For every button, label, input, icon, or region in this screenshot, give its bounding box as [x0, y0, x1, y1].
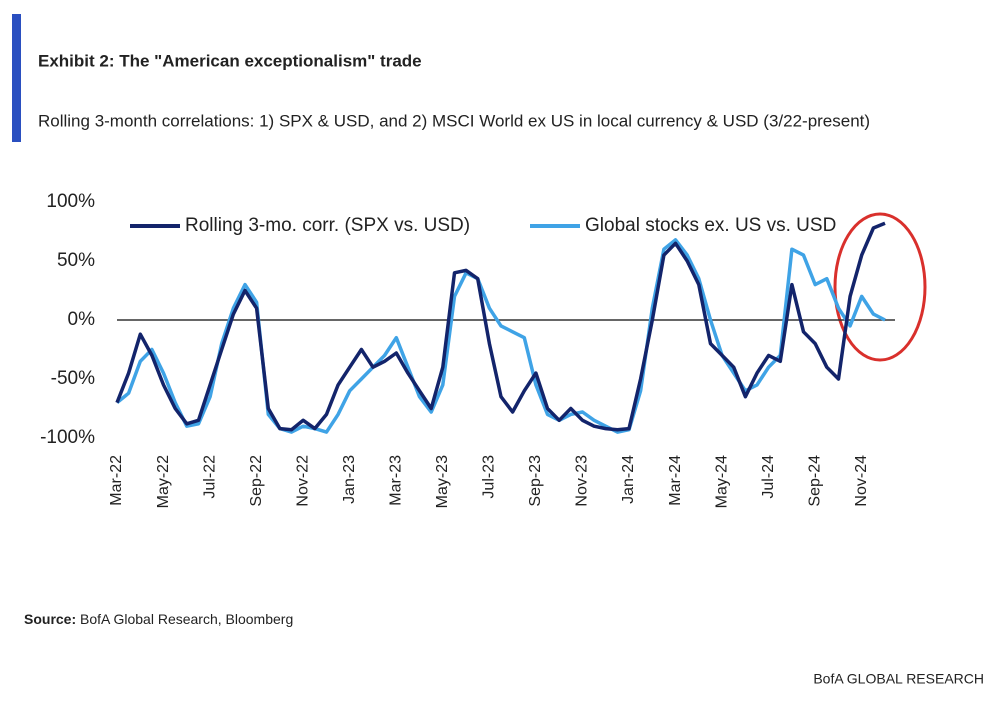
x-tick-label: May-24	[713, 455, 730, 508]
x-tick-label: Sep-24	[806, 455, 823, 507]
x-tick-label: Jul-22	[201, 455, 218, 499]
chart-title: Exhibit 2: The "American exceptionalism"…	[38, 51, 422, 70]
x-tick-label: May-22	[155, 455, 172, 508]
x-tick-label: Mar-22	[108, 455, 125, 506]
source: Source: BofA Global Research, Bloomberg	[24, 611, 293, 627]
x-tick-label: Jul-23	[481, 455, 498, 499]
source-label: Source:	[24, 611, 76, 627]
legend-label: Global stocks ex. US vs. USD	[585, 215, 836, 236]
y-tick-label: 50%	[57, 250, 95, 271]
x-tick-label: Nov-24	[853, 455, 870, 507]
x-tick-label: Jan-24	[620, 455, 637, 504]
y-tick-label: 0%	[68, 309, 96, 330]
y-tick-label: -50%	[51, 368, 95, 389]
source-text: BofA Global Research, Bloomberg	[80, 611, 293, 627]
chart-subtitle: Rolling 3-month correlations: 1) SPX & U…	[38, 111, 870, 130]
x-tick-label: Sep-22	[248, 455, 265, 507]
x-tick-label: Mar-23	[387, 455, 404, 506]
x-tick-label: Jul-24	[760, 455, 777, 499]
series-line	[115, 221, 886, 432]
x-tick-label: Mar-24	[667, 455, 684, 506]
y-tick-label: 100%	[46, 191, 95, 212]
x-tick-label: Sep-23	[527, 455, 544, 507]
x-tick-label: May-23	[434, 455, 451, 508]
accent-bar	[12, 14, 21, 142]
series-line	[115, 238, 886, 434]
brand: BofA GLOBAL RESEARCH	[813, 671, 984, 687]
y-tick-label: -100%	[40, 427, 95, 448]
legend-label: Rolling 3-mo. corr. (SPX vs. USD)	[185, 215, 470, 236]
x-tick-label: Nov-23	[574, 455, 591, 507]
highlight-ellipse	[833, 212, 927, 362]
x-tick-label: Jan-23	[341, 455, 358, 504]
x-tick-label: Nov-22	[294, 455, 311, 507]
